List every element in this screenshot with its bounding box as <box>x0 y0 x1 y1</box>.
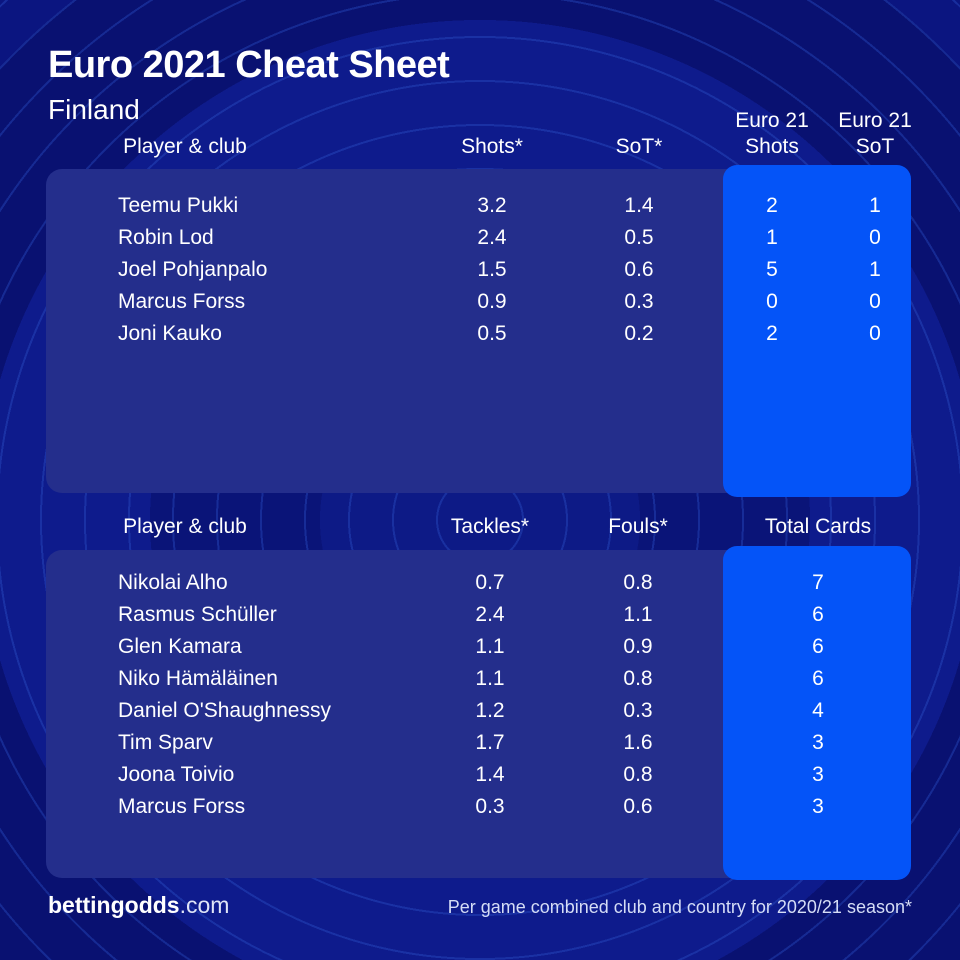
shots-table-rows: Teemu Pukki 3.2 1.4 2 1 Robin Lod 2.4 0.… <box>0 190 960 350</box>
shots-table-header-shots: Shots* <box>461 135 523 158</box>
player-name: Nikolai Alho <box>118 571 228 594</box>
table-row: Daniel O'Shaughnessy 1.2 0.3 4 <box>0 695 960 727</box>
tackles-value: 2.4 <box>475 603 505 626</box>
table-row: Glen Kamara 1.1 0.9 6 <box>0 631 960 663</box>
player-name: Joel Pohjanpalo <box>118 258 268 281</box>
euro21-shots-value: 2 <box>766 322 778 345</box>
sot-value: 0.3 <box>624 290 654 313</box>
shots-table-header-euro21-shots: Euro 21 Shots <box>712 108 832 160</box>
total-cards-value: 3 <box>812 731 824 754</box>
cards-table-header-fouls: Fouls* <box>608 515 668 538</box>
euro21-sot-value: 1 <box>869 194 881 217</box>
sot-value: 0.5 <box>624 226 654 249</box>
player-name: Rasmus Schüller <box>118 603 277 626</box>
fouls-value: 0.9 <box>623 635 653 658</box>
tackles-value: 1.1 <box>475 635 505 658</box>
total-cards-value: 3 <box>812 795 824 818</box>
cards-table-header-player: Player & club <box>123 515 247 538</box>
total-cards-value: 6 <box>812 603 824 626</box>
table-row: Robin Lod 2.4 0.5 1 0 <box>0 222 960 254</box>
total-cards-value: 6 <box>812 667 824 690</box>
cards-table-header-tackles: Tackles* <box>450 515 530 538</box>
shots-value: 2.4 <box>477 226 507 249</box>
table-row: Niko Hämäläinen 1.1 0.8 6 <box>0 663 960 695</box>
fouls-value: 0.8 <box>623 667 653 690</box>
table-row: Marcus Forss 0.9 0.3 0 0 <box>0 286 960 318</box>
fouls-value: 1.6 <box>623 731 653 754</box>
euro21-sot-value: 0 <box>869 226 881 249</box>
shots-table-header-euro21-sot: Euro 21 SoT <box>815 108 935 160</box>
player-name: Joona Toivio <box>118 763 235 786</box>
sot-value: 1.4 <box>624 194 654 217</box>
fouls-value: 0.8 <box>623 763 653 786</box>
shots-highlight-panel <box>723 165 911 497</box>
fouls-value: 1.1 <box>623 603 653 626</box>
player-name: Joni Kauko <box>118 322 222 345</box>
tackles-value: 0.7 <box>475 571 505 594</box>
total-cards-value: 4 <box>812 699 824 722</box>
total-cards-value: 3 <box>812 763 824 786</box>
tackles-value: 1.2 <box>475 699 505 722</box>
player-name: Glen Kamara <box>118 635 242 658</box>
shots-table-header-sot: SoT* <box>615 135 663 158</box>
euro21-sot-value: 1 <box>869 258 881 281</box>
euro21-sot-value: 0 <box>869 290 881 313</box>
euro21-shots-header-line2: Shots <box>745 135 799 158</box>
euro21-sot-header-line1: Euro 21 <box>838 109 912 132</box>
fouls-value: 0.8 <box>623 571 653 594</box>
footnote: Per game combined club and country for 2… <box>447 897 912 917</box>
player-name: Marcus Forss <box>118 290 246 313</box>
euro21-shots-header-line1: Euro 21 <box>735 109 809 132</box>
sot-value: 0.2 <box>624 322 654 345</box>
shots-value: 0.5 <box>477 322 507 345</box>
shots-value: 0.9 <box>477 290 507 313</box>
euro21-shots-value: 0 <box>766 290 778 313</box>
euro21-shots-value: 2 <box>766 194 778 217</box>
player-name: Robin Lod <box>118 226 214 249</box>
shots-value: 3.2 <box>477 194 507 217</box>
table-row: Marcus Forss 0.3 0.6 3 <box>0 791 960 823</box>
euro21-sot-header-line2: SoT <box>855 135 895 158</box>
table-row: Tim Sparv 1.7 1.6 3 <box>0 727 960 759</box>
tackles-value: 1.4 <box>475 763 505 786</box>
total-cards-value: 7 <box>812 571 824 594</box>
table-row: Joel Pohjanpalo 1.5 0.6 5 1 <box>0 254 960 286</box>
table-row: Joni Kauko 0.5 0.2 2 0 <box>0 318 960 350</box>
cards-table-header-total-cards: Total Cards <box>764 515 872 538</box>
player-name: Daniel O'Shaughnessy <box>118 699 331 722</box>
country-subtitle: Finland <box>48 94 140 125</box>
cards-highlight-panel <box>723 546 911 880</box>
fouls-value: 0.6 <box>623 795 653 818</box>
player-name: Marcus Forss <box>118 795 246 818</box>
brand-logo: bettingodds.com <box>48 892 229 919</box>
tackles-value: 1.7 <box>475 731 505 754</box>
player-name: Niko Hämäläinen <box>118 667 278 690</box>
player-name: Tim Sparv <box>118 731 213 754</box>
tackles-value: 1.1 <box>475 667 505 690</box>
brand-domain-suffix: .com <box>179 892 230 918</box>
table-row: Rasmus Schüller 2.4 1.1 6 <box>0 599 960 631</box>
cards-table-rows: Nikolai Alho 0.7 0.8 7 Rasmus Schüller 2… <box>0 567 960 823</box>
tackles-value: 0.3 <box>475 795 505 818</box>
table-row: Joona Toivio 1.4 0.8 3 <box>0 759 960 791</box>
page-title: Euro 2021 Cheat Sheet <box>48 44 450 86</box>
euro21-shots-value: 1 <box>766 226 778 249</box>
table-row: Nikolai Alho 0.7 0.8 7 <box>0 567 960 599</box>
sot-value: 0.6 <box>624 258 654 281</box>
total-cards-value: 6 <box>812 635 824 658</box>
brand-name: bettingodds <box>48 892 180 918</box>
table-row: Teemu Pukki 3.2 1.4 2 1 <box>0 190 960 222</box>
euro21-shots-value: 5 <box>766 258 778 281</box>
euro21-sot-value: 0 <box>869 322 881 345</box>
shots-value: 1.5 <box>477 258 507 281</box>
player-name: Teemu Pukki <box>118 194 239 217</box>
shots-table-header-player: Player & club <box>123 135 247 158</box>
fouls-value: 0.3 <box>623 699 653 722</box>
